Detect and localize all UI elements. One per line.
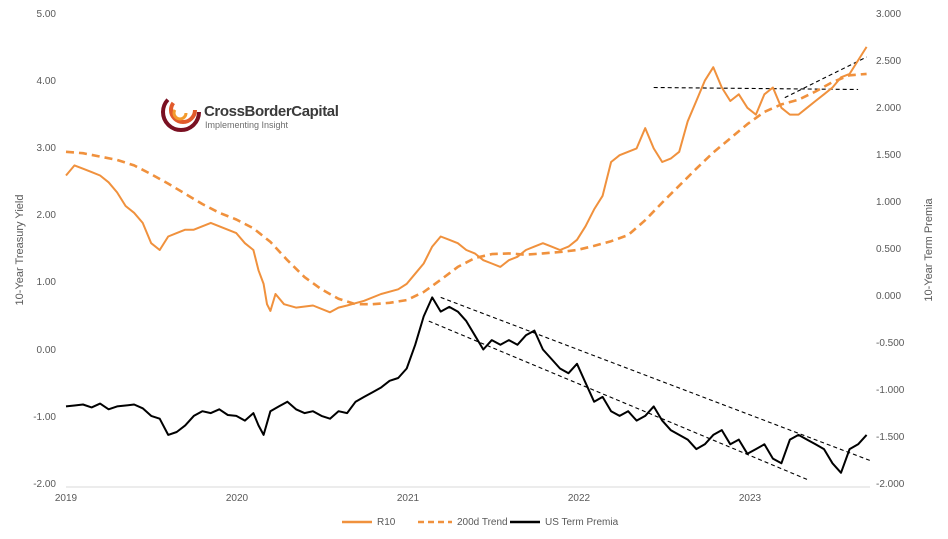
x-tick-2023: 2023 bbox=[739, 493, 762, 504]
y2-tick-0-5: 0.500 bbox=[876, 244, 901, 255]
y-tick-neg2: -2.00 bbox=[33, 479, 56, 490]
y2-tick-neg0-5: -0.500 bbox=[876, 338, 905, 349]
series-line-r10 bbox=[65, 46, 868, 314]
series-line-us-term-premia bbox=[65, 296, 868, 474]
y-tick-0: 0.00 bbox=[37, 345, 57, 356]
y-tick-2: 2.00 bbox=[37, 210, 57, 221]
y-tick-neg1: -1.00 bbox=[33, 412, 56, 423]
x-tick-2019: 2019 bbox=[55, 493, 78, 504]
y-right-ticks: 3.000 2.500 2.000 1.500 1.000 0.500 0.00… bbox=[876, 9, 905, 490]
x-tick-2022: 2022 bbox=[568, 493, 591, 504]
y2-tick-2: 2.000 bbox=[876, 103, 901, 114]
legend-label-term-premia: US Term Premia bbox=[545, 517, 619, 528]
x-tick-2021: 2021 bbox=[397, 493, 420, 504]
trend-guide-line-4 bbox=[428, 320, 808, 480]
series-lines bbox=[65, 46, 868, 474]
y-tick-5: 5.00 bbox=[37, 9, 57, 20]
y-left-ticks: 5.00 4.00 3.00 2.00 1.00 0.00 -1.00 -2.0… bbox=[33, 9, 56, 490]
y2-tick-2-5: 2.500 bbox=[876, 56, 901, 67]
legend: R10 200d Trend US Term Premia bbox=[342, 517, 619, 528]
series-line-200d-trend bbox=[65, 72, 867, 306]
trend-guide-line-3 bbox=[440, 296, 871, 462]
x-tick-2020: 2020 bbox=[226, 493, 249, 504]
y-tick-4: 4.00 bbox=[37, 76, 57, 87]
trend-guide-line-1 bbox=[653, 86, 859, 91]
y-axis-title: 10-Year Treasury Yield bbox=[14, 195, 26, 306]
y2-tick-0: 0.000 bbox=[876, 291, 901, 302]
x-ticks: 2019 2020 2021 2022 2023 bbox=[55, 493, 762, 504]
y2-tick-neg1-5: -1.500 bbox=[876, 432, 905, 443]
y2-tick-neg1: -1.000 bbox=[876, 385, 905, 396]
logo-brand: CrossBorderCapital bbox=[204, 103, 339, 120]
legend-label-200d-trend: 200d Trend bbox=[457, 517, 508, 528]
trend-guide-line-2 bbox=[784, 56, 867, 99]
y2-tick-neg2: -2.000 bbox=[876, 479, 905, 490]
y2-tick-3: 3.000 bbox=[876, 9, 901, 20]
legend-label-r10: R10 bbox=[377, 517, 396, 528]
y2-tick-1: 1.000 bbox=[876, 197, 901, 208]
guide-lines bbox=[428, 56, 871, 480]
logo-swirl-icon bbox=[161, 92, 201, 132]
y-tick-1: 1.00 bbox=[37, 277, 57, 288]
y2-tick-1-5: 1.500 bbox=[876, 150, 901, 161]
logo-tagline: Implementing Insight bbox=[205, 120, 289, 130]
y2-axis-title: 10-Year Term Premia bbox=[923, 197, 935, 301]
logo: CrossBorderCapital Implementing Insight bbox=[161, 92, 339, 132]
y-tick-3: 3.00 bbox=[37, 143, 57, 154]
